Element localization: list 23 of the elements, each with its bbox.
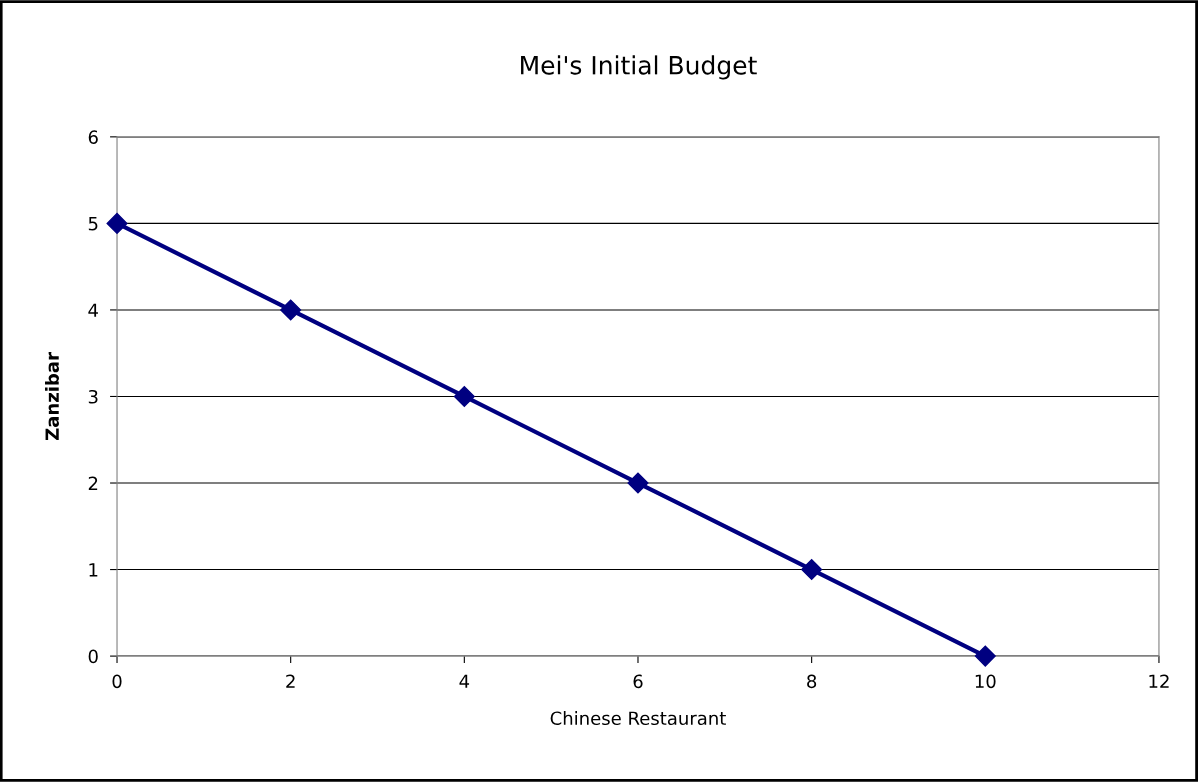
x-tick-label: 6 xyxy=(633,674,643,689)
point xyxy=(801,559,823,581)
y-tick-label: 3 xyxy=(88,389,98,404)
x-tick-label: 12 xyxy=(1149,674,1169,688)
chart-title: Mei's Initial Budget xyxy=(521,55,757,80)
y-tick-label: 4 xyxy=(88,303,98,317)
x-tick-label: 4 xyxy=(459,674,470,688)
point xyxy=(974,645,996,667)
x-tick-label: 10 xyxy=(975,674,996,689)
y-tick-label: 6 xyxy=(88,130,98,144)
point xyxy=(106,212,128,234)
point xyxy=(453,385,475,407)
y-tick-label: 5 xyxy=(88,217,98,231)
y-axis-title: Zanzibar xyxy=(45,352,59,441)
x-tick-label: 8 xyxy=(807,674,817,689)
x-tick-label: 0 xyxy=(112,674,122,689)
x-tick-label: 2 xyxy=(286,674,295,688)
y-tick-label: 1 xyxy=(89,563,98,577)
point xyxy=(627,472,649,494)
x-axis-title: Chinese Restaurant xyxy=(550,711,726,726)
y-tick-label: 2 xyxy=(88,476,98,490)
y-tick-label: 0 xyxy=(88,649,98,664)
point xyxy=(280,299,302,321)
